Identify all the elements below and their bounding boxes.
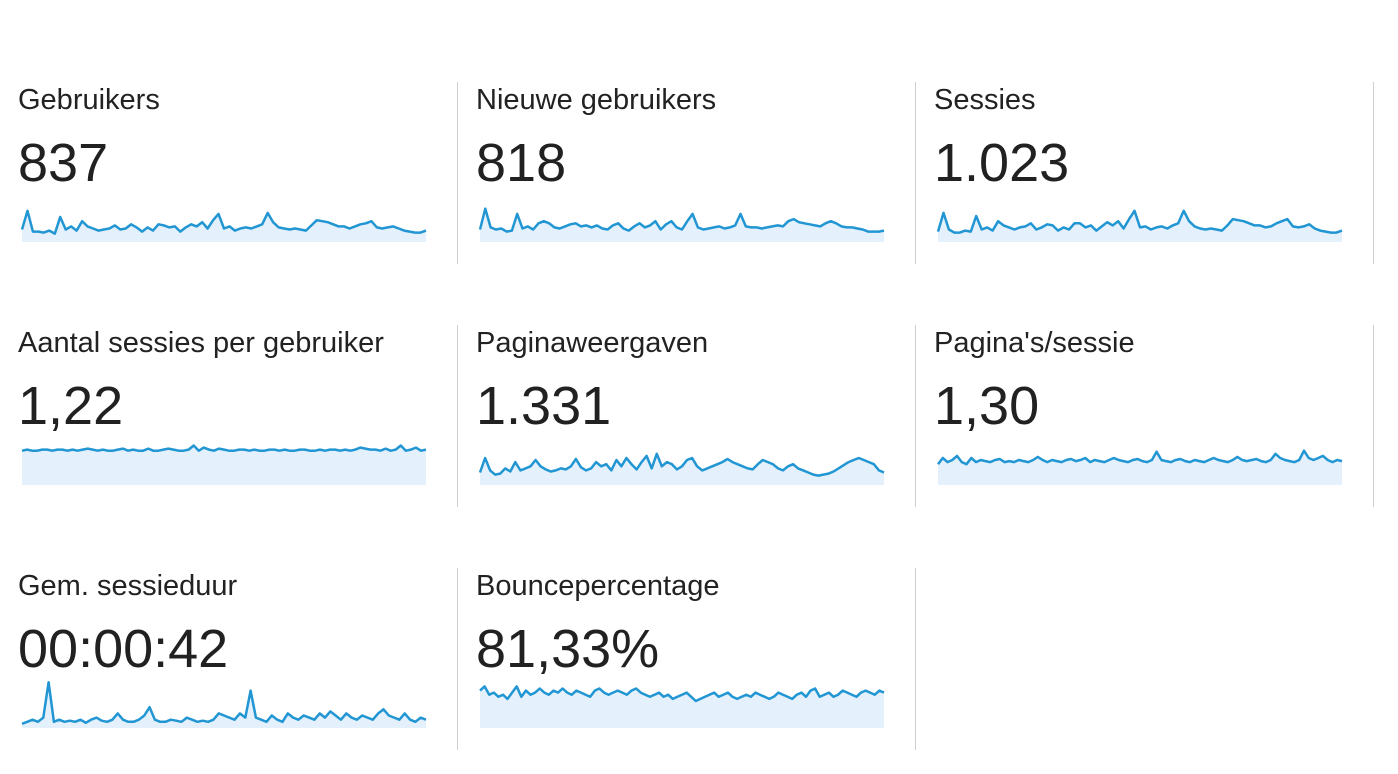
sparkline-chart bbox=[478, 452, 885, 485]
metric-label: Nieuwe gebruikers bbox=[476, 84, 717, 116]
metric-value: 1.331 bbox=[476, 376, 612, 436]
metric-label: Gem. sessieduur bbox=[18, 570, 238, 602]
sparkline-area bbox=[938, 450, 1342, 485]
metric-value: 81,33% bbox=[476, 619, 660, 679]
metric-label: Gebruikers bbox=[18, 84, 160, 116]
metric-label: Pagina's/sessie bbox=[934, 327, 1135, 359]
card-divider bbox=[457, 325, 458, 507]
sparkline-area bbox=[480, 208, 884, 242]
sparkline-line bbox=[479, 685, 885, 703]
metric-card-sessions[interactable]: Sessies 1.023 bbox=[934, 82, 1374, 264]
sparkline-chart bbox=[20, 209, 427, 242]
sparkline-chart bbox=[937, 449, 1343, 485]
metric-card-avg-session-duration[interactable]: Gem. sessieduur 00:00:42 bbox=[18, 568, 458, 750]
sparkline-area bbox=[22, 445, 426, 485]
metric-value: 1,30 bbox=[934, 376, 1040, 436]
card-divider bbox=[457, 568, 458, 750]
card-divider bbox=[1373, 82, 1374, 264]
metric-value: 1,22 bbox=[18, 376, 124, 436]
sparkline-area bbox=[22, 682, 426, 728]
metric-label: Aantal sessies per gebruiker bbox=[18, 327, 384, 359]
sparkline-area bbox=[938, 210, 1342, 242]
sparkline-line bbox=[21, 680, 427, 725]
card-divider bbox=[915, 82, 916, 264]
metric-value: 818 bbox=[476, 133, 567, 193]
metric-value: 1.023 bbox=[934, 133, 1070, 193]
sparkline-line bbox=[478, 207, 885, 233]
sparkline-line bbox=[21, 444, 427, 452]
metric-label: Sessies bbox=[934, 84, 1036, 116]
metric-value: 837 bbox=[18, 133, 109, 193]
sparkline-line bbox=[936, 209, 1343, 234]
card-divider bbox=[1373, 325, 1374, 507]
metric-card-bounce-rate[interactable]: Bouncepercentage 81,33% bbox=[476, 568, 916, 750]
sparkline-chart bbox=[478, 207, 885, 242]
sparkline-line bbox=[937, 449, 1343, 466]
sparkline-area bbox=[480, 686, 884, 728]
metric-label: Paginaweergaven bbox=[476, 327, 709, 359]
metric-card-pageviews[interactable]: Paginaweergaven 1.331 bbox=[476, 325, 916, 507]
sparkline-chart bbox=[21, 680, 427, 728]
sparkline-area bbox=[480, 453, 884, 485]
card-divider bbox=[915, 568, 916, 750]
sparkline-area bbox=[22, 210, 426, 242]
sparkline-chart bbox=[21, 444, 427, 485]
metric-card-sessions-per-user[interactable]: Aantal sessies per gebruiker 1,22 bbox=[18, 325, 458, 507]
metric-card-pages-per-session[interactable]: Pagina's/sessie 1,30 bbox=[934, 325, 1374, 507]
metric-value: 00:00:42 bbox=[18, 619, 229, 679]
sparkline-line bbox=[478, 452, 885, 477]
card-divider bbox=[915, 325, 916, 507]
sparkline-line bbox=[20, 209, 427, 235]
metric-card-new-users[interactable]: Nieuwe gebruikers 818 bbox=[476, 82, 916, 264]
sparkline-chart bbox=[479, 685, 885, 728]
metric-card-users[interactable]: Gebruikers 837 bbox=[18, 82, 458, 264]
card-divider bbox=[457, 82, 458, 264]
sparkline-chart bbox=[936, 209, 1343, 242]
metric-label: Bouncepercentage bbox=[476, 570, 720, 602]
